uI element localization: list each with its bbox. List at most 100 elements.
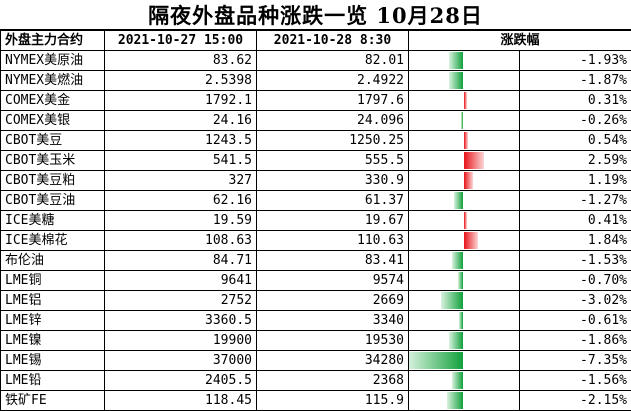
table-row: LME锌 3360.5 3340 -0.61%	[0, 310, 631, 331]
change-bar-cell	[408, 70, 520, 91]
change-bar-up	[464, 132, 468, 149]
header-change: 涨跌幅	[407, 30, 631, 51]
change-bar-up	[464, 152, 484, 169]
prev-price: 24.16	[104, 110, 257, 131]
table-row: COMEX美银 24.16 24.096 -0.26%	[0, 110, 631, 131]
sheet-title: 隔夜外盘品种涨跌一览 10月28日	[0, 0, 631, 30]
curr-price: 83.41	[256, 250, 409, 271]
change-percent: -2.15%	[518, 390, 631, 411]
change-percent: 0.54%	[518, 130, 631, 151]
change-bar-cell	[408, 270, 520, 291]
contract-name: ICE美棉花	[0, 230, 105, 251]
change-percent: 1.19%	[518, 170, 631, 191]
contract-name: LME铜	[0, 270, 105, 291]
table-row: CBOT美豆 1243.5 1250.25 0.54%	[0, 130, 631, 151]
contract-name: COMEX美银	[0, 110, 105, 131]
contract-name: LME镍	[0, 330, 105, 351]
change-percent: -1.93%	[518, 50, 631, 71]
curr-price: 1250.25	[256, 130, 409, 151]
curr-price: 19.67	[256, 210, 409, 231]
change-percent: -0.26%	[518, 110, 631, 131]
change-bar-down	[453, 192, 463, 209]
table-row: ICE美糖 19.59 19.67 0.41%	[0, 210, 631, 231]
contract-name: CBOT美豆粕	[0, 170, 105, 191]
prev-price: 108.63	[104, 230, 257, 251]
change-bar-cell	[408, 110, 520, 131]
curr-price: 24.096	[256, 110, 409, 131]
prev-price: 2752	[104, 290, 257, 311]
curr-price: 3340	[256, 310, 409, 331]
change-bar-cell	[408, 130, 520, 151]
contract-name: CBOT美豆	[0, 130, 105, 151]
prev-price: 1792.1	[104, 90, 257, 111]
table-row: NYMEX美原油 83.62 82.01 -1.93%	[0, 50, 631, 71]
change-bar-up	[464, 212, 467, 229]
table-body: NYMEX美原油 83.62 82.01 -1.93% NYMEX美燃油 2.5398 2.…	[0, 50, 631, 411]
change-bar-cell	[408, 230, 520, 251]
curr-price: 2669	[256, 290, 409, 311]
table-row: COMEX美金 1792.1 1797.6 0.31%	[0, 90, 631, 111]
change-bar-up	[464, 92, 467, 109]
change-bar-down	[458, 312, 463, 329]
change-bar-cell	[408, 90, 520, 111]
change-bar-down	[458, 272, 463, 289]
change-percent: -0.70%	[518, 270, 631, 291]
curr-price: 2368	[256, 370, 409, 391]
contract-name: LME锡	[0, 350, 105, 371]
prev-price: 37000	[104, 350, 257, 371]
table-row: NYMEX美燃油 2.5398 2.4922 -1.87%	[0, 70, 631, 91]
contract-name: 布伦油	[0, 250, 105, 271]
table-row: 铁矿FE 118.45 115.9 -2.15%	[0, 390, 631, 411]
change-bar-down	[449, 72, 463, 89]
table-row: LME锡 37000 34280 -7.35%	[0, 350, 631, 371]
change-bar-cell	[408, 390, 520, 411]
change-percent: -1.87%	[518, 70, 631, 91]
change-percent: -1.86%	[518, 330, 631, 351]
change-bar-cell	[408, 190, 520, 211]
change-bar-down	[448, 52, 463, 69]
futures-table: 外盘主力合约 2021-10-27 15:00 2021-10-28 8:30 …	[0, 30, 631, 411]
change-bar-down	[409, 352, 463, 369]
table-row: 布伦油 84.71 83.41 -1.53%	[0, 250, 631, 271]
curr-price: 61.37	[256, 190, 409, 211]
curr-price: 9574	[256, 270, 409, 291]
prev-price: 2405.5	[104, 370, 257, 391]
contract-name: LME铝	[0, 290, 105, 311]
table-row: CBOT美豆油 62.16 61.37 -1.27%	[0, 190, 631, 211]
change-percent: 2.59%	[518, 150, 631, 171]
curr-price: 110.63	[256, 230, 409, 251]
change-bar-cell	[408, 290, 520, 311]
table-row: LME铜 9641 9574 -0.70%	[0, 270, 631, 291]
contract-name: COMEX美金	[0, 90, 105, 111]
prev-price: 327	[104, 170, 257, 191]
prev-price: 84.71	[104, 250, 257, 271]
contract-name: 铁矿FE	[0, 390, 105, 411]
prev-price: 83.62	[104, 50, 257, 71]
header-row: 外盘主力合约 2021-10-27 15:00 2021-10-28 8:30 …	[0, 30, 631, 51]
contract-name: NYMEX美原油	[0, 50, 105, 71]
change-bar-cell	[408, 330, 520, 351]
change-bar-down	[440, 292, 463, 309]
header-curr-time: 2021-10-28 8:30	[256, 30, 409, 51]
curr-price: 34280	[256, 350, 409, 371]
change-bar-cell	[408, 370, 520, 391]
prev-price: 9641	[104, 270, 257, 291]
change-bar-up	[464, 232, 478, 249]
change-bar-cell	[408, 210, 520, 231]
contract-name: CBOT美玉米	[0, 150, 105, 171]
change-bar-down	[451, 372, 463, 389]
prev-price: 118.45	[104, 390, 257, 411]
change-bar-cell	[408, 50, 520, 71]
change-bar-cell	[408, 150, 520, 171]
prev-price: 541.5	[104, 150, 257, 171]
curr-price: 555.5	[256, 150, 409, 171]
change-bar-down	[461, 112, 463, 129]
change-bar-down	[451, 252, 463, 269]
curr-price: 2.4922	[256, 70, 409, 91]
curr-price: 330.9	[256, 170, 409, 191]
table-row: ICE美棉花 108.63 110.63 1.84%	[0, 230, 631, 251]
change-percent: -1.56%	[518, 370, 631, 391]
prev-price: 1243.5	[104, 130, 257, 151]
change-percent: -1.53%	[518, 250, 631, 271]
